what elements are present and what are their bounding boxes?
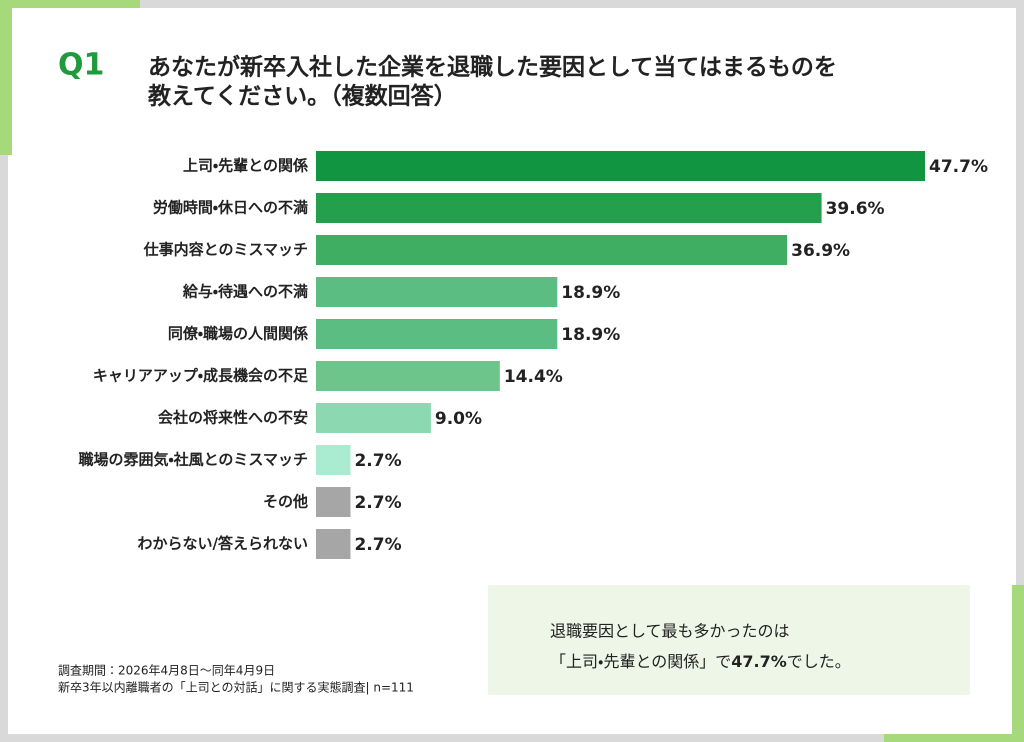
category-label: 上司・先輩との関係 [183,157,309,175]
category-label: キャリアアップ・成長機会の不足 [93,367,309,385]
accent [0,0,12,155]
chart-title: 教えてください。（複数回答） [147,83,457,110]
bar [316,235,788,265]
value-label: 14.4% [504,367,563,387]
callout-highlight: 47.7% [731,652,787,671]
accent [884,734,1024,742]
accent [1012,585,1024,742]
value-label: 18.9% [561,283,620,303]
value-label: 9.0% [435,409,482,429]
category-label: 給与・待遇への不満 [182,283,308,301]
value-label: 39.6% [826,199,885,219]
bar [316,445,351,475]
callout-text: 退職要因として最も多かったのは [550,622,790,641]
callout-text: 「上司・先輩との関係」で [550,652,731,671]
value-label: 2.7% [354,493,401,513]
callout-text: でした。 [787,652,851,671]
chart-title: あなたが新卒入社した企業を退職した要因として当てはまるものを [148,54,837,81]
note: 新卒3年以内離職者の「上司との対話」に関する実態調査| n=111 [58,681,414,695]
bar [316,277,558,307]
bar [316,487,351,517]
category-label: わからない/答えられない [138,535,308,553]
bar [316,319,558,349]
category-label: 同僚・職場の人間関係 [168,325,309,343]
category-label: 会社の将来性への不安 [158,409,308,427]
bar [316,529,351,559]
question-label: Q1 [58,48,104,83]
category-label: その他 [263,493,308,511]
value-label: 2.7% [354,535,401,555]
bar [316,403,431,433]
value-label: 47.7% [929,157,988,177]
bar [316,193,822,223]
category-label: 職場の雰囲気・社風とのミスマッチ [78,451,308,469]
accent [0,0,140,8]
category-label: 労働時間・休日への不満 [153,199,308,217]
callout-box [488,585,970,695]
bar [316,361,500,391]
callout-text: 「上司・先輩との関係」で47.7%でした。 [550,652,851,671]
category-label: 仕事内容とのミスマッチ [143,241,308,259]
note: 調査期間：2026年4月8日～同年4月9日 [58,664,275,678]
value-label: 36.9% [791,241,850,261]
value-label: 2.7% [354,451,401,471]
bar [316,151,925,181]
value-label: 18.9% [561,325,620,345]
